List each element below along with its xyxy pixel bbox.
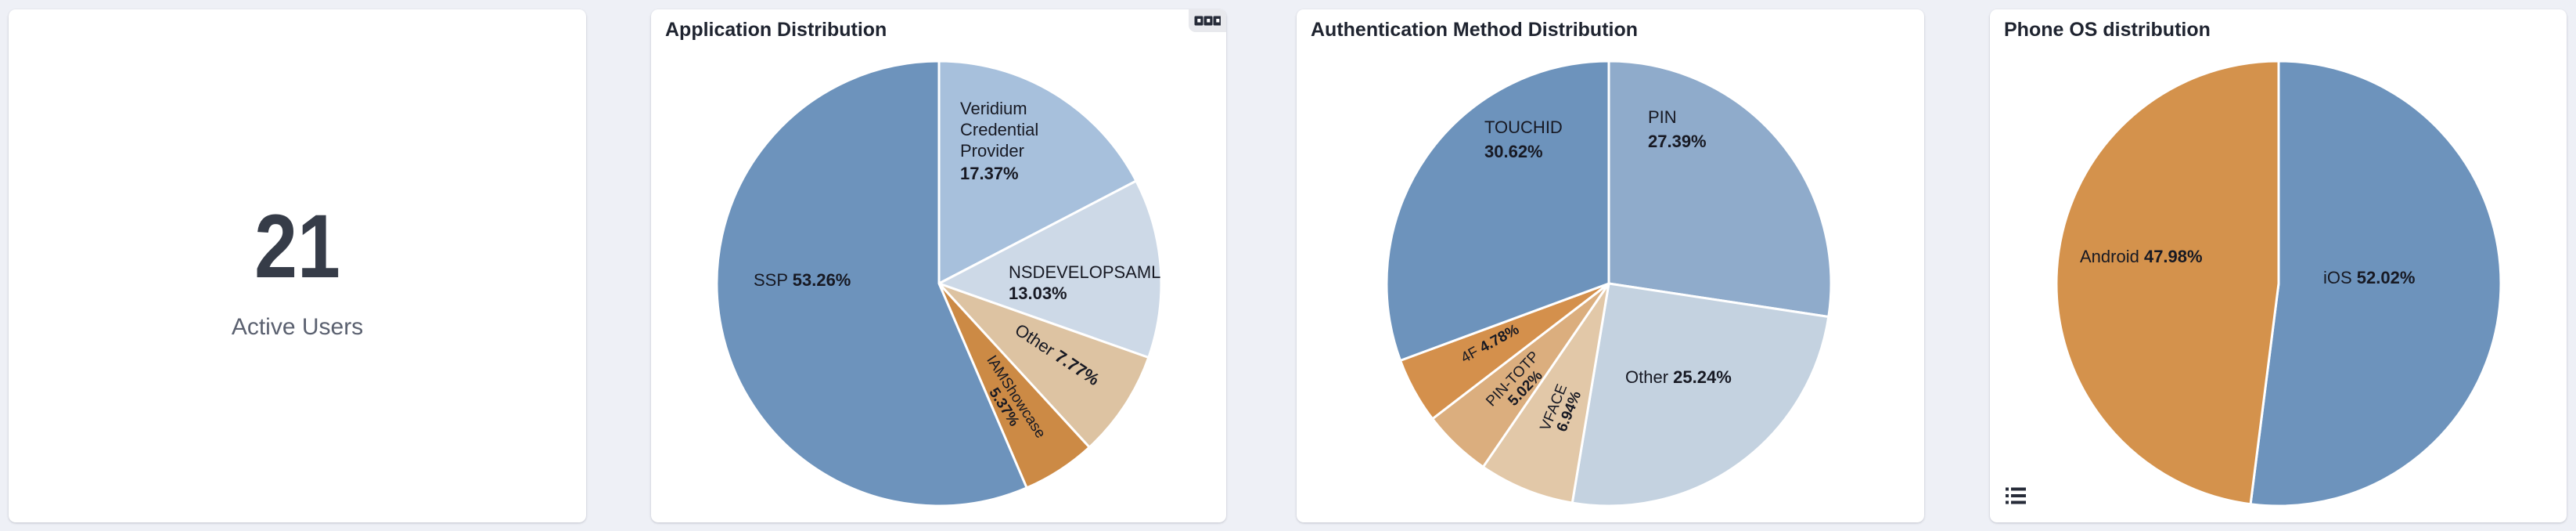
svg-text:Other 25.24%: Other 25.24% bbox=[1625, 367, 1732, 387]
svg-text:Android 47.98%: Android 47.98% bbox=[2080, 247, 2203, 266]
svg-text:SSP 53.26%: SSP 53.26% bbox=[754, 270, 851, 290]
svg-text:iOS 52.02%: iOS 52.02% bbox=[2323, 268, 2415, 287]
